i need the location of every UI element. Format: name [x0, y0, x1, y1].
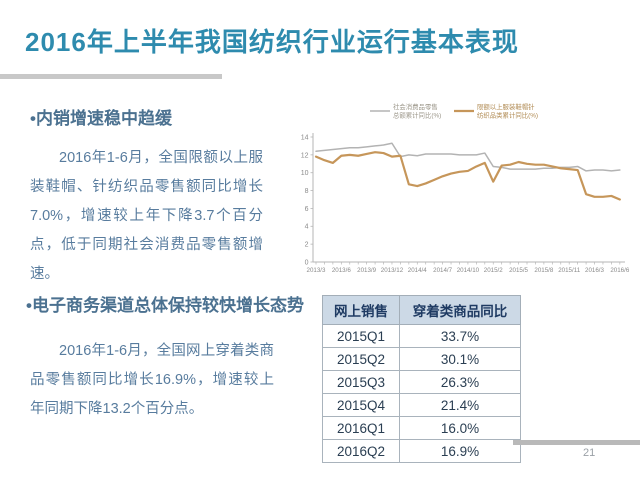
- quarter-cell: 2015Q3: [322, 370, 400, 394]
- svg-text:2013/3: 2013/3: [307, 267, 326, 274]
- value-cell: 16.0%: [399, 416, 521, 440]
- table-row: 2015Q2 30.1%: [322, 347, 521, 371]
- svg-text:2015/5: 2015/5: [509, 267, 528, 274]
- svg-text:4: 4: [305, 224, 309, 231]
- svg-text:2013/12: 2013/12: [381, 267, 404, 274]
- svg-text:2013/9: 2013/9: [357, 267, 376, 274]
- svg-text:2016/3: 2016/3: [585, 267, 604, 274]
- svg-text:2016/6: 2016/6: [610, 267, 629, 274]
- page-number: 21: [583, 447, 596, 459]
- footer-divider-bar: [513, 440, 640, 445]
- svg-text:社会消费品零售: 社会消费品零售: [393, 102, 438, 111]
- column-header-yoy: 穿着类商品同比: [399, 295, 521, 325]
- bullet-ecommerce: •电子商务渠道总体保持较快增长态势: [26, 296, 304, 315]
- table-row: 2015Q3 26.3%: [322, 370, 521, 394]
- svg-text:限额以上服装鞋帽针: 限额以上服装鞋帽针: [477, 102, 535, 111]
- svg-text:0: 0: [305, 259, 309, 266]
- value-cell: 30.1%: [399, 347, 521, 371]
- table-row: 2015Q1 33.7%: [322, 324, 521, 348]
- table-row: 2016Q1 16.0%: [322, 416, 521, 440]
- trend-chart-svg: 0 2 4 6 8 10 12 14 2013/3 2013/6 2013/9 2013/12 2014…: [301, 102, 630, 274]
- paragraph-domestic-sales: 2016年1-6月，全国限额以上服装鞋帽、针纺织品零售额同比增长7.0%，增速较…: [30, 150, 263, 282]
- svg-text:2: 2: [305, 242, 309, 249]
- retail-growth-line-chart: 0 2 4 6 8 10 12 14 2013/3 2013/6 2013/9 2013/12 2014…: [298, 85, 640, 285]
- svg-text:2014/7: 2014/7: [433, 267, 452, 274]
- paragraph-ecommerce: 2016年1-6月，全国网上穿着类商品零售额同比增长16.9%，增速较上年同期下…: [30, 343, 274, 417]
- svg-text:2014/4: 2014/4: [408, 267, 427, 274]
- value-cell: 16.9%: [399, 439, 521, 463]
- table-header-row: 网上销售 穿着类商品同比: [322, 295, 521, 325]
- quarter-cell: 2016Q2: [322, 439, 400, 463]
- svg-text:8: 8: [305, 188, 309, 195]
- svg-text:2013/6: 2013/6: [332, 267, 351, 274]
- svg-text:总额累计同比(%): 总额累计同比(%): [393, 111, 441, 120]
- quarter-cell: 2016Q1: [322, 416, 400, 440]
- value-cell: 33.7%: [399, 324, 521, 348]
- table-row: 2015Q4 21.4%: [322, 393, 521, 417]
- bullet-domestic-sales: •内销增速稳中趋缓: [30, 109, 172, 128]
- quarter-cell: 2015Q4: [322, 393, 400, 417]
- svg-text:2015/8: 2015/8: [534, 267, 553, 274]
- svg-text:2015/11: 2015/11: [558, 267, 580, 274]
- svg-text:6: 6: [305, 206, 309, 213]
- quarter-cell: 2015Q1: [322, 324, 400, 348]
- column-header-quarter: 网上销售: [322, 295, 400, 325]
- svg-text:14: 14: [301, 134, 309, 141]
- svg-text:2014/10: 2014/10: [457, 267, 480, 274]
- value-cell: 26.3%: [399, 370, 521, 394]
- svg-text:10: 10: [301, 170, 309, 177]
- online-sales-table: 网上销售 穿着类商品同比 2015Q1 33.7% 2015Q2 30.1% 2…: [322, 295, 521, 463]
- svg-text:12: 12: [301, 152, 309, 159]
- svg-text:纺织品类累计同比(%): 纺织品类累计同比(%): [477, 111, 538, 120]
- value-cell: 21.4%: [399, 393, 521, 417]
- quarter-cell: 2015Q2: [322, 347, 400, 371]
- title-divider: [0, 74, 222, 79]
- table-row: 2016Q2 16.9%: [322, 439, 521, 463]
- page-title: 2016年上半年我国纺织行业运行基本表现: [25, 27, 519, 57]
- svg-text:2015/2: 2015/2: [484, 267, 503, 274]
